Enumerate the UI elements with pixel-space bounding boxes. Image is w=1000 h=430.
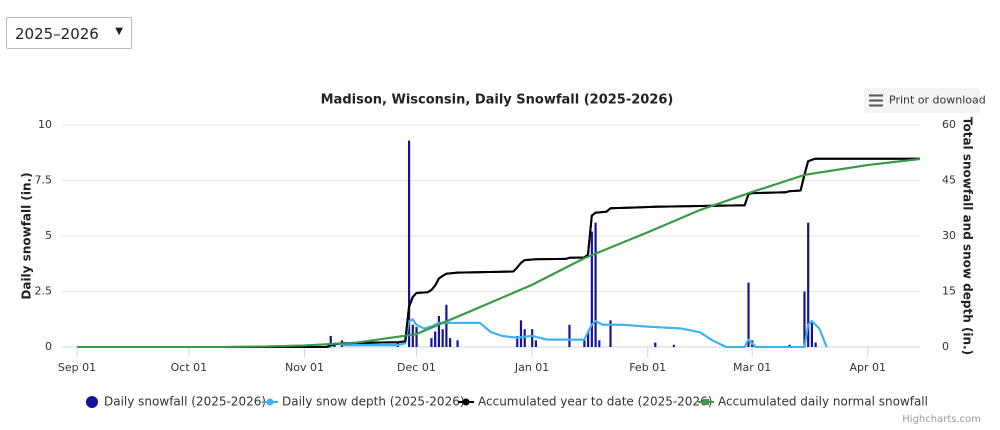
bar [531, 329, 534, 347]
legend-label: Accumulated year to date (2025-2026) [478, 395, 712, 409]
y2-tick-label: 0 [942, 340, 949, 353]
y2-tick-label: 45 [942, 174, 956, 187]
legend-label: Accumulated daily normal snowfall [718, 395, 928, 409]
series-line [77, 318, 828, 348]
bar [441, 329, 444, 347]
bar [434, 331, 437, 347]
bar [810, 320, 814, 347]
y2-tick-label: 15 [942, 285, 956, 298]
menu-icon [869, 94, 883, 107]
chart-title: Madison, Wisconsin, Daily Snowfall (2025… [321, 93, 674, 108]
bar [598, 340, 601, 347]
series-line [77, 158, 921, 348]
series-line [77, 157, 920, 348]
dropdown-arrow: ▼ [115, 26, 123, 37]
bar [788, 344, 791, 347]
y2-tick-label: 60 [942, 118, 956, 131]
bar [609, 320, 612, 347]
legend-item[interactable]: Daily snow depth (2025-2026) [262, 395, 465, 409]
credits[interactable]: Highcharts.com [902, 414, 981, 425]
bar [411, 324, 414, 347]
series-line [77, 157, 920, 348]
season-dropdown[interactable]: 2025–2026 ▼ [6, 17, 132, 49]
bar [516, 335, 519, 347]
menu-button-bg [864, 88, 980, 113]
x-tick-label: Feb 01 [629, 361, 666, 374]
x-tick-label: Dec 01 [397, 361, 436, 374]
bar [437, 315, 441, 347]
legend-item[interactable]: Accumulated year to date (2025-2026) [458, 395, 712, 409]
bar [430, 338, 433, 347]
x-tick-label: Nov 01 [285, 361, 324, 374]
menu-button-label: Print or download [889, 94, 986, 107]
y-axis-title: Daily snowfall (in.) [20, 172, 34, 299]
y-tick-label: 5 [45, 229, 52, 242]
bar [407, 140, 411, 347]
bar [594, 222, 597, 347]
bar [523, 329, 526, 347]
bar [807, 222, 810, 347]
legend-item[interactable]: Daily snowfall (2025-2026) [86, 395, 266, 409]
y-tick-label: 10 [38, 118, 52, 131]
bar [449, 338, 452, 347]
bar [456, 340, 459, 347]
series-line [77, 158, 921, 348]
legend-marker [86, 396, 98, 408]
y2-axis-title: Total snowfall and snow depth (in.) [961, 117, 975, 355]
x-tick-label: Apr 01 [850, 361, 887, 374]
y-tick-label: 0 [45, 340, 52, 353]
x-tick-label: Jan 01 [514, 361, 549, 374]
bar [568, 324, 571, 347]
bar [803, 291, 806, 347]
legend-marker [462, 398, 470, 406]
dropdown-value: 2025–2026 [15, 25, 99, 43]
y-tick-label: 2.5 [35, 285, 53, 298]
bar [654, 342, 657, 347]
bar [814, 342, 817, 347]
bar [747, 282, 750, 347]
legend-marker [703, 399, 709, 405]
bar [445, 304, 448, 347]
bar [672, 344, 676, 347]
bar [583, 340, 586, 347]
y2-tick-label: 30 [942, 229, 956, 242]
bar [415, 327, 418, 347]
bar [519, 320, 523, 347]
legend-marker [266, 398, 274, 406]
legend-item[interactable]: Accumulated daily normal snowfall [698, 395, 928, 409]
bar [329, 335, 332, 347]
x-tick-label: Mar 01 [733, 361, 771, 374]
legend-label: Daily snow depth (2025-2026) [282, 395, 465, 409]
x-tick-label: Sep 01 [58, 361, 96, 374]
bar [534, 340, 538, 347]
bar [587, 331, 590, 347]
menu-button[interactable]: Print or download [864, 88, 986, 113]
bar [590, 231, 593, 347]
x-tick-label: Oct 01 [171, 361, 208, 374]
y-tick-label: 7.5 [35, 174, 53, 187]
legend-label: Daily snowfall (2025-2026) [104, 395, 266, 409]
